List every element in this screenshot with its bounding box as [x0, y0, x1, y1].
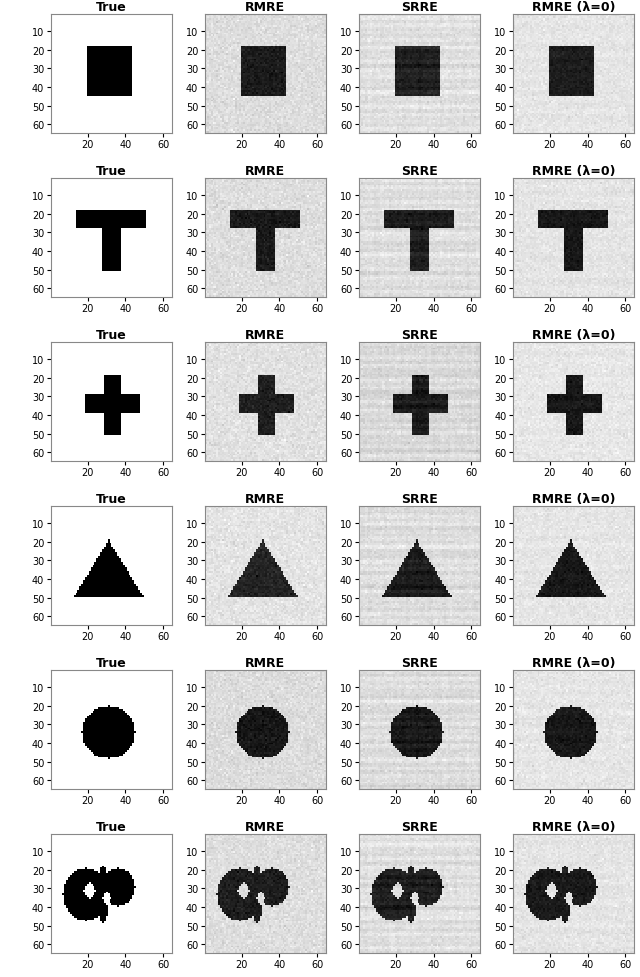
Title: RMRE (λ=0): RMRE (λ=0)	[532, 1, 615, 14]
Title: SRRE: SRRE	[401, 1, 438, 14]
Title: RMRE (λ=0): RMRE (λ=0)	[532, 656, 615, 669]
Title: RMRE (λ=0): RMRE (λ=0)	[532, 492, 615, 505]
Title: True: True	[96, 164, 127, 178]
Title: True: True	[96, 820, 127, 832]
Title: RMRE (λ=0): RMRE (λ=0)	[532, 328, 615, 341]
Title: RMRE: RMRE	[245, 492, 285, 505]
Title: RMRE: RMRE	[245, 164, 285, 178]
Title: True: True	[96, 656, 127, 669]
Title: RMRE (λ=0): RMRE (λ=0)	[532, 164, 615, 178]
Title: SRRE: SRRE	[401, 164, 438, 178]
Title: RMRE (λ=0): RMRE (λ=0)	[532, 820, 615, 832]
Title: SRRE: SRRE	[401, 328, 438, 341]
Title: True: True	[96, 328, 127, 341]
Title: RMRE: RMRE	[245, 1, 285, 14]
Title: RMRE: RMRE	[245, 328, 285, 341]
Title: RMRE: RMRE	[245, 820, 285, 832]
Title: True: True	[96, 492, 127, 505]
Title: SRRE: SRRE	[401, 656, 438, 669]
Title: SRRE: SRRE	[401, 820, 438, 832]
Title: RMRE: RMRE	[245, 656, 285, 669]
Title: True: True	[96, 1, 127, 14]
Title: SRRE: SRRE	[401, 492, 438, 505]
